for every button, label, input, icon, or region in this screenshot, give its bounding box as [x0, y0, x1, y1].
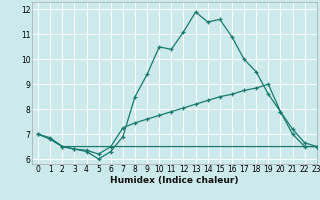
X-axis label: Humidex (Indice chaleur): Humidex (Indice chaleur) [110, 176, 239, 185]
